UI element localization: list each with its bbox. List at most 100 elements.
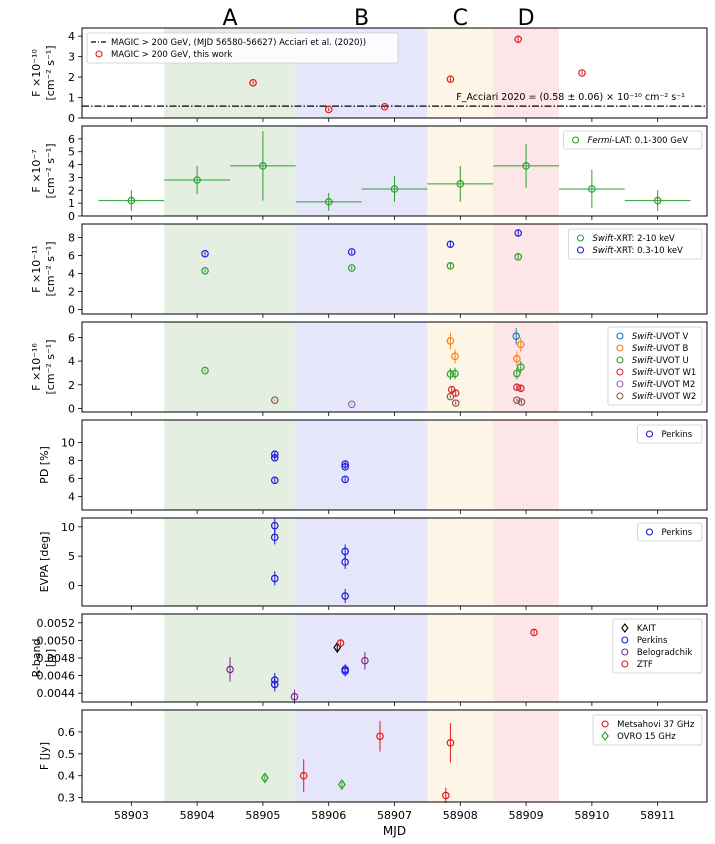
y-tick-label: 0.4 (58, 770, 76, 783)
y-tick-label: 0 (68, 579, 75, 592)
data-point (390, 185, 399, 193)
y-tick-label: 10 (61, 437, 75, 450)
y-axis-label-line: EVPA [deg] (38, 532, 51, 593)
legend-label: Fermi-LAT: 0.1-300 GeV (588, 136, 689, 146)
data-point (249, 79, 257, 87)
legend-swatch (645, 430, 654, 438)
data-point (588, 185, 596, 193)
legend: Swift-UVOT V Swift-UVOT B Swift-UVOT U Swif… (607, 326, 703, 406)
y-tick-label: 0.0044 (37, 687, 76, 700)
reference-annotation: F_Acciari 2020 = (0.58 ± 0.06) × 10⁻¹⁰ c… (456, 92, 685, 103)
period-band-d (493, 224, 559, 314)
legend-label: Swift-UVOT U (632, 356, 689, 366)
y-tick-label: 8 (68, 455, 75, 468)
series-ovro-15-ghz (260, 772, 346, 791)
period-band-c (427, 614, 494, 702)
legend-swatch (621, 660, 629, 668)
legend-label: Perkins (661, 430, 692, 440)
series-swift-uvot-v (512, 327, 521, 345)
data-point (201, 249, 209, 258)
panel-evpa: 0 5 10 EVPA [deg] Perkins (38, 517, 708, 610)
legend-label: Belogradchik (637, 648, 693, 658)
series-metsahovi-37-ghz (299, 720, 455, 804)
data-point (127, 196, 136, 205)
data-point (270, 574, 279, 583)
period-band-a (164, 126, 296, 216)
y-axis-label: F ×10⁻¹⁰[cm⁻² s⁻¹] (30, 45, 57, 100)
period-band-c (427, 28, 494, 118)
period-band-c (427, 322, 494, 412)
data-point (442, 791, 450, 800)
data-point (324, 198, 333, 206)
data-point (517, 363, 525, 371)
y-tick-label: 10 (61, 521, 75, 534)
data-point (380, 102, 389, 111)
x-tick-label: 58906 (311, 809, 346, 822)
legend-label: KAIT (637, 624, 657, 634)
period-band-b (295, 420, 428, 510)
data-point (347, 248, 356, 256)
legend-swatch (571, 136, 580, 144)
y-tick-label: 0 (68, 112, 75, 125)
data-point (341, 547, 349, 556)
panel-frame (81, 517, 708, 607)
series-swift-uvot-w2 (270, 392, 526, 407)
legend-label: MAGIC > 200 GeV, this work (111, 50, 232, 60)
legend-swatch (621, 623, 629, 633)
legend-swatch (576, 246, 585, 254)
y-tick-label: 0.0050 (37, 634, 76, 647)
data-point (512, 332, 521, 341)
panel-magic: 0 1 2 3 4 F ×10⁻¹⁰[cm⁻² s⁻¹] F_Acciari 2020 = … (30, 27, 708, 125)
legend-swatch (616, 380, 624, 388)
y-tick-label: 0.6 (58, 726, 76, 739)
period-band-a (164, 224, 296, 314)
period-band-c (427, 518, 494, 606)
data-point (517, 340, 525, 349)
period-band-b (295, 322, 428, 412)
data-point (513, 396, 521, 404)
x-tick-label: 58907 (377, 809, 412, 822)
y-axis-label-line: R-band (30, 639, 43, 678)
legend-swatch (601, 731, 609, 741)
data-point (446, 370, 455, 378)
panel-rband: 0.0044 0.0046 0.0048 0.0050 0.0052 R-band[Jy]… (30, 613, 708, 706)
legend-swatch (616, 368, 624, 376)
legend: MAGIC > 200 GeV, (MJD 56580-56627) Accia… (86, 32, 399, 64)
y-tick-label: 6 (68, 331, 75, 344)
period-band-c (427, 710, 494, 802)
data-point (336, 639, 345, 647)
data-point (270, 396, 279, 404)
data-point (341, 592, 349, 600)
data-point (446, 262, 455, 270)
data-point (341, 667, 349, 676)
legend-label: Perkins (661, 528, 692, 538)
period-band-a (164, 420, 296, 510)
legend-label: Swift-UVOT V (632, 332, 689, 342)
y-tick-label: 2 (68, 379, 75, 392)
legend-swatch (616, 332, 624, 340)
data-point (522, 162, 530, 170)
legend-box (607, 326, 703, 406)
series-swift-uvot-m2 (347, 400, 356, 409)
legend-box (563, 130, 703, 150)
data-point (376, 732, 384, 741)
y-tick-label: 4 (68, 30, 75, 43)
data-point (513, 369, 521, 378)
series-fermi-lat-0-1-300-gev (98, 131, 691, 211)
y-axis-label-line: F [Jy] (38, 742, 51, 770)
y-tick-label: 4 (68, 159, 75, 172)
legend-swatch (616, 344, 624, 352)
legend: Fermi-LAT: 0.1-300 GeV (563, 130, 703, 150)
y-tick-label: 1 (68, 197, 75, 210)
data-point (361, 656, 369, 665)
x-tick-label: 58908 (443, 809, 478, 822)
y-tick-label: 2 (68, 71, 75, 84)
y-tick-label: 6 (68, 473, 75, 486)
y-axis-label-line: F ×10⁻¹⁶ (30, 343, 43, 391)
panel-frame (81, 321, 708, 413)
series-swift-uvot-b (446, 332, 525, 366)
y-tick-label: 2 (68, 184, 75, 197)
legend-label: Swift-XRT: 0.3-10 keV (592, 246, 683, 256)
data-point (456, 180, 465, 188)
